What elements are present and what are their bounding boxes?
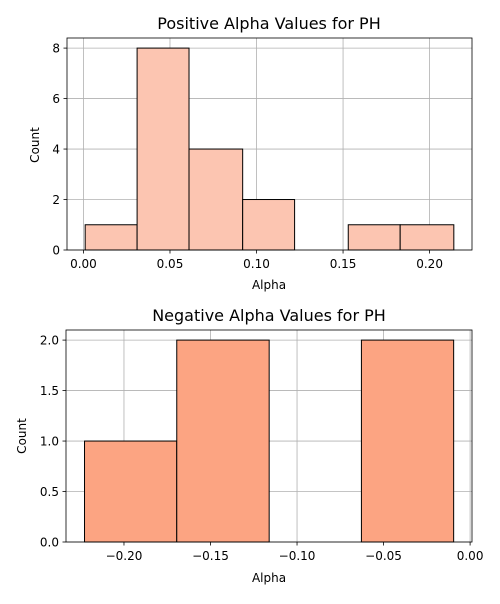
x-tick-label: 0.00 [457, 549, 484, 563]
histogram-bar [188, 148, 244, 251]
axes-frame [66, 37, 473, 251]
x-tick-label: 0.10 [243, 257, 270, 271]
histogram-bar [360, 339, 455, 543]
y-axis-label: Count [15, 418, 29, 454]
histogram-bar [136, 47, 190, 251]
histogram-bar [176, 339, 270, 543]
y-axis-label: Count [28, 127, 42, 163]
y-tick-label: 0.0 [40, 536, 59, 550]
chart-positive-alpha: Positive Alpha Values for PH 0.00 0.05 0.1… [28, 14, 473, 292]
y-tick-label: 2.0 [40, 334, 59, 348]
histogram-bar [242, 199, 296, 251]
x-tick-label: −0.05 [365, 549, 402, 563]
x-tick-label: 0.20 [416, 257, 443, 271]
chart-negative-alpha: Negative Alpha Values for PH −0.20 −0.15 −… [15, 306, 483, 585]
histogram-bar [399, 224, 455, 251]
x-tick-label: 0.15 [330, 257, 357, 271]
y-tick-label: 0.5 [40, 485, 59, 499]
y-tick-label: 4 [52, 143, 60, 157]
y-tick-label: 1.0 [40, 435, 59, 449]
x-tick-label: −0.10 [279, 549, 316, 563]
axes-frame [65, 329, 473, 543]
x-axis-label: Alpha [252, 571, 286, 585]
histogram-bar [84, 440, 178, 543]
x-tick-label: 0.00 [70, 257, 97, 271]
x-axis-label: Alpha [252, 278, 286, 292]
x-tick-label: −0.20 [106, 549, 143, 563]
y-tick-label: 8 [52, 42, 60, 56]
y-tick-label: 1.5 [40, 384, 59, 398]
chart-title: Positive Alpha Values for PH [157, 14, 380, 33]
y-tick-label: 0 [52, 244, 60, 258]
y-tick-label: 6 [52, 92, 60, 106]
x-tick-label: 0.05 [157, 257, 184, 271]
chart-title: Negative Alpha Values for PH [152, 306, 386, 325]
histogram-bar [84, 224, 138, 251]
histogram-bar [347, 224, 401, 251]
y-tick-label: 2 [52, 193, 60, 207]
x-tick-label: −0.15 [192, 549, 229, 563]
